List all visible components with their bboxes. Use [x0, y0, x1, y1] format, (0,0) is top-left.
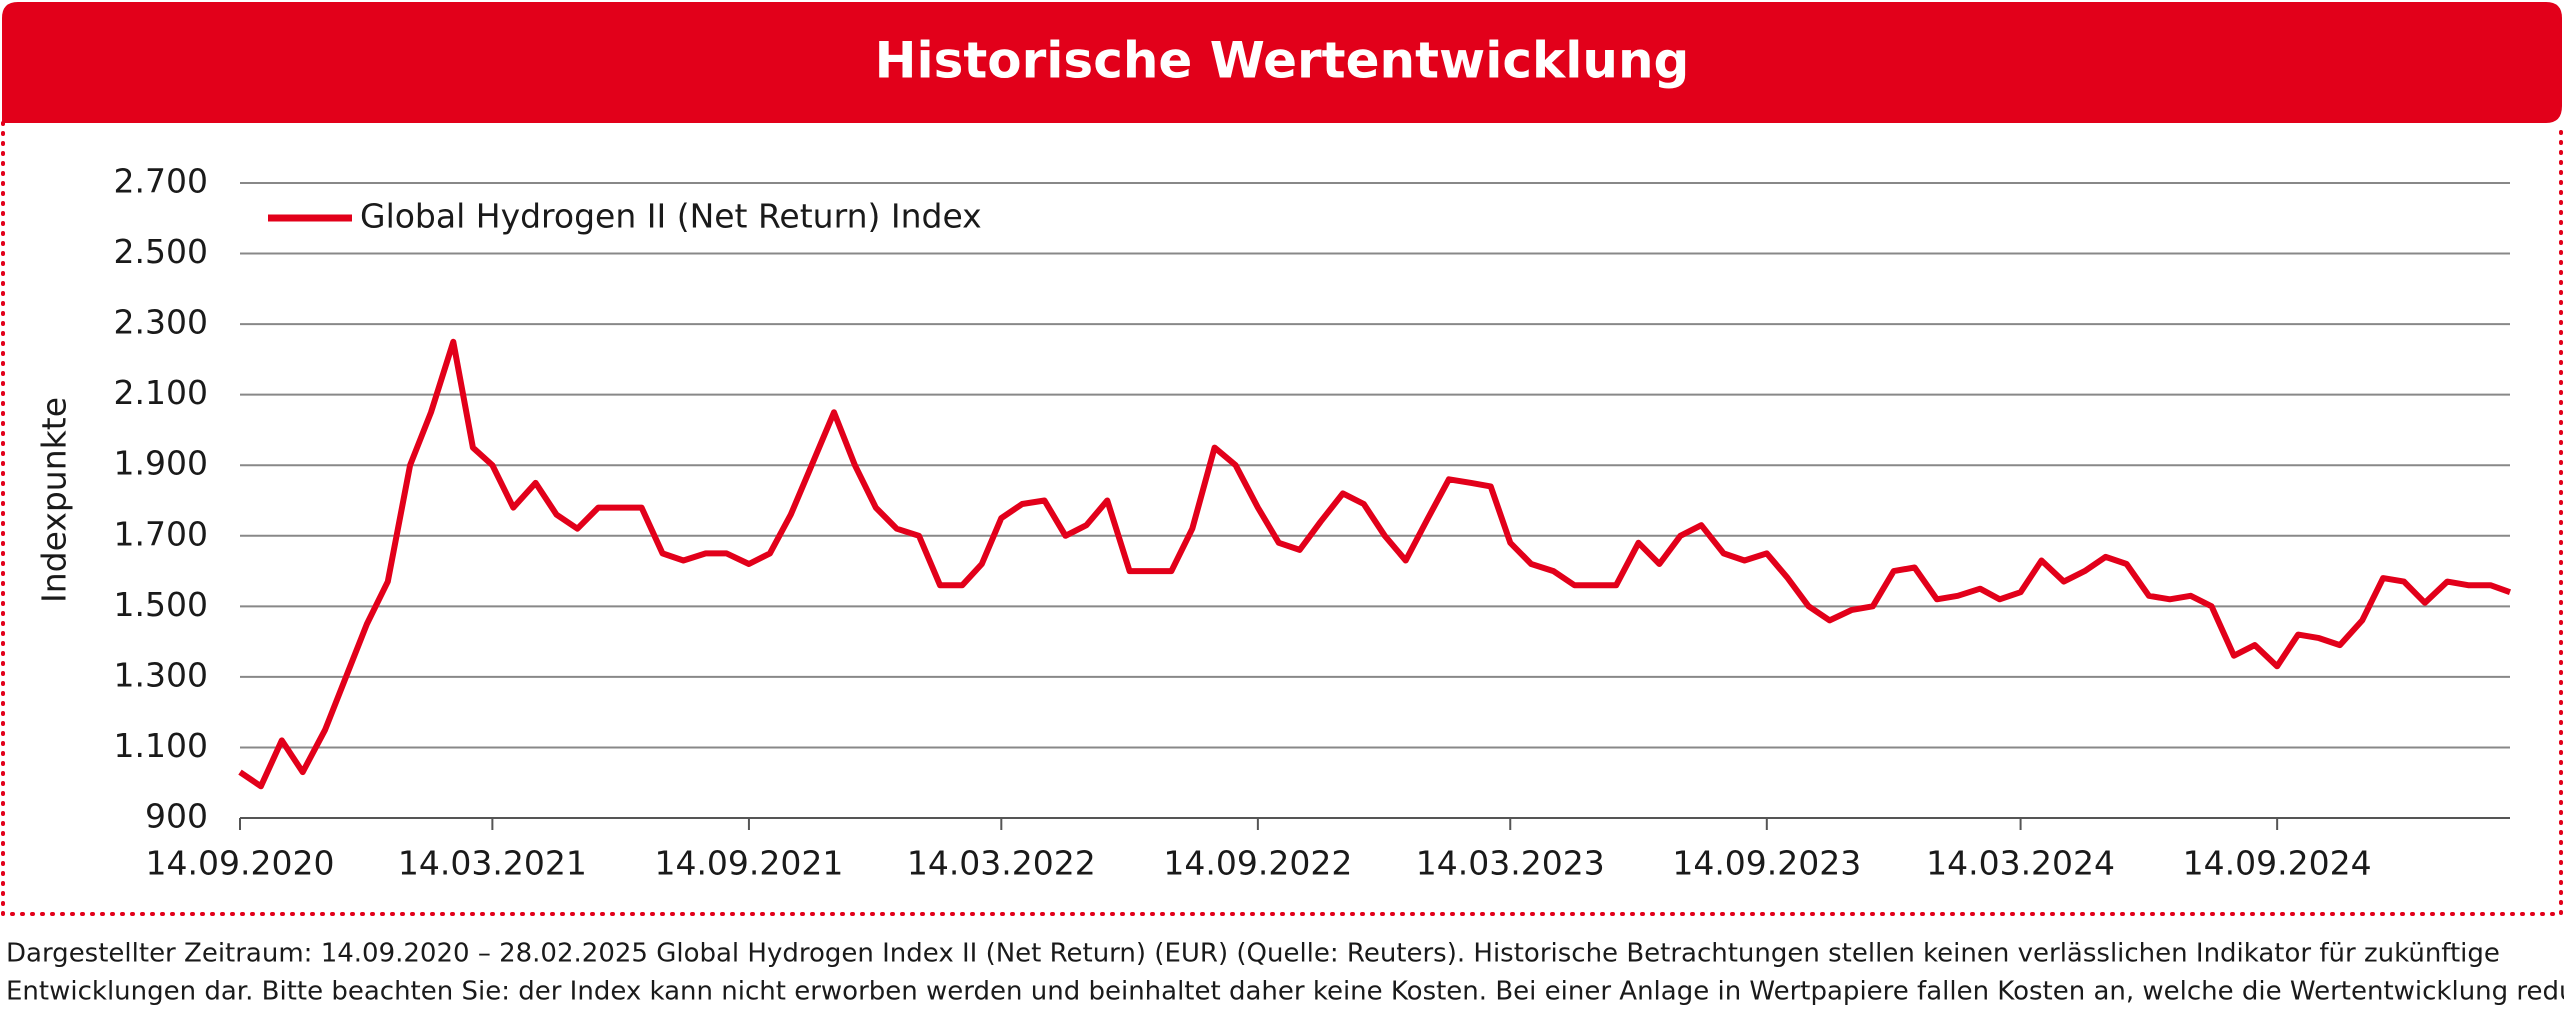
x-tick-label: 14.09.2023 — [1672, 844, 1861, 883]
data-line — [238, 338, 2512, 790]
header-band — [2, 2, 2562, 123]
legend-label: Global Hydrogen II (Net Return) Index — [360, 197, 982, 236]
y-tick-label: 1.500 — [114, 585, 208, 624]
x-tick-label: 14.03.2023 — [1416, 844, 1605, 883]
y-tick-label: 2.100 — [114, 373, 208, 412]
y-tick-label: 1.100 — [114, 726, 208, 765]
x-tick-label: 14.09.2022 — [1163, 844, 1352, 883]
x-tick-label: 14.09.2021 — [654, 844, 843, 883]
y-tick-label: 2.500 — [114, 232, 208, 271]
y-tick-label: 2.300 — [114, 303, 208, 342]
chart-title: Historische Wertentwicklung — [875, 32, 1690, 90]
y-tick-label: 1.900 — [114, 444, 208, 483]
y-tick-label: 1.700 — [114, 514, 208, 553]
x-tick-label: 14.09.2024 — [2183, 844, 2372, 883]
y-tick-label: 1.300 — [114, 655, 208, 694]
frame — [1, 121, 2563, 916]
y-axis-label: Indexpunkte — [35, 397, 74, 603]
y-tick-label: 2.700 — [114, 162, 208, 201]
x-tick-label: 14.03.2021 — [398, 844, 587, 883]
x-tick-label: 14.03.2022 — [907, 844, 1096, 883]
x-tick-label: 14.09.2020 — [146, 844, 335, 883]
x-tick-label: 14.03.2024 — [1926, 844, 2115, 883]
footer-text: Dargestellter Zeitraum: 14.09.2020 – 28.… — [6, 939, 2500, 969]
footer-text: Entwicklungen dar. Bitte beachten Sie: d… — [6, 977, 2564, 1007]
y-tick-label: 900 — [145, 797, 208, 836]
